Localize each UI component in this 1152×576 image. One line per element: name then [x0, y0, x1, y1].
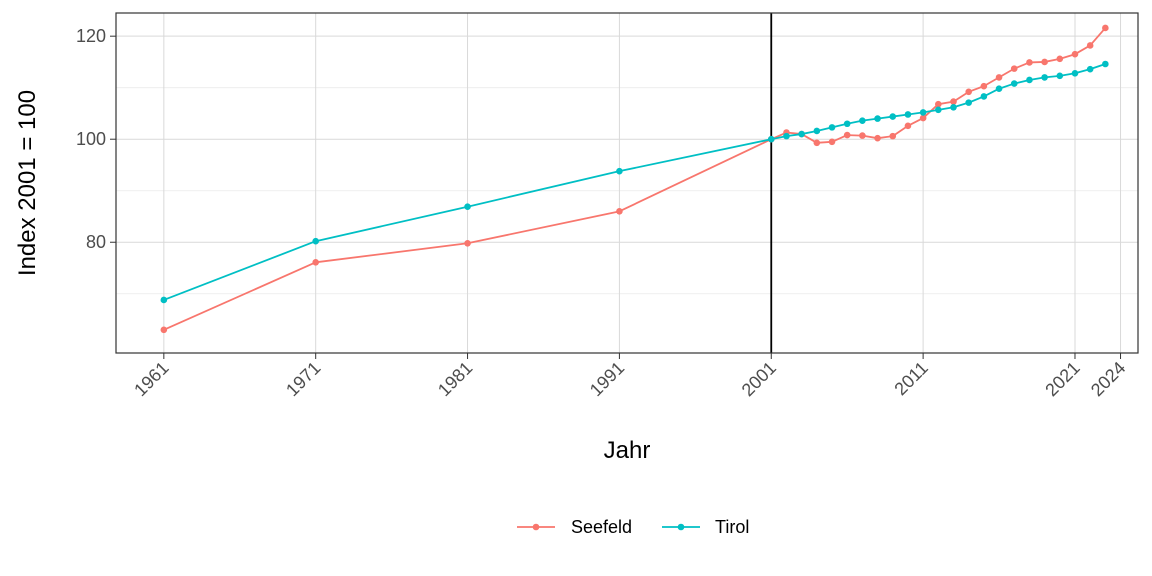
data-point-tirol	[1102, 60, 1109, 68]
data-point-seefeld	[904, 122, 912, 130]
legend-marker	[677, 523, 685, 531]
data-point-tirol	[798, 130, 805, 138]
y-axis: 80 100 120	[76, 26, 116, 252]
y-axis-title: Index 2001 = 100	[14, 90, 41, 276]
data-point-tirol	[464, 203, 471, 210]
data-point-tirol	[874, 115, 881, 122]
data-point-tirol	[965, 99, 972, 106]
grid-lines	[116, 13, 1138, 353]
data-point-tirol	[783, 132, 790, 140]
data-point-tirol	[1041, 74, 1048, 81]
data-point-seefeld	[828, 138, 836, 146]
data-point-seefeld	[935, 100, 942, 108]
legend-label: Seefeld	[571, 517, 632, 537]
data-point-seefeld	[889, 132, 897, 140]
data-point-tirol	[995, 85, 1003, 93]
x-tick-label: 1991	[586, 358, 628, 400]
data-point-seefeld	[616, 208, 623, 215]
data-point-seefeld	[859, 132, 866, 139]
data-point-tirol	[889, 113, 897, 120]
data-point-tirol	[1056, 72, 1064, 80]
data-point-tirol	[813, 127, 821, 135]
legend-item-tirol: Tirol	[662, 517, 749, 537]
data-point-tirol	[1071, 69, 1079, 77]
x-axis: 1961 1971 1981 1991 2001 2011 2021 2024	[130, 353, 1129, 400]
x-axis-title: Jahr	[604, 437, 651, 464]
data-point-seefeld	[919, 114, 927, 122]
data-point-tirol	[1086, 65, 1094, 73]
data-point-tirol	[980, 93, 988, 100]
data-point-seefeld	[160, 326, 168, 334]
data-point-seefeld	[312, 259, 319, 266]
x-tick-label: 2021	[1041, 358, 1083, 400]
data-point-tirol	[160, 296, 168, 304]
data-point-seefeld	[1041, 58, 1048, 66]
x-tick-label: 1961	[130, 358, 172, 400]
legend-marker	[532, 523, 540, 531]
y-tick-label: 80	[86, 232, 106, 252]
plot-panel-border	[115, 12, 1139, 354]
data-point-seefeld	[950, 98, 957, 105]
data-point-seefeld	[464, 239, 471, 247]
data-point-tirol	[919, 109, 927, 116]
data-point-seefeld	[1026, 59, 1033, 66]
y-tick-label: 100	[76, 129, 106, 149]
data-point-tirol	[767, 135, 775, 143]
data-point-seefeld	[1056, 55, 1064, 63]
series-tirol	[160, 60, 1109, 304]
data-point-tirol	[1026, 76, 1033, 84]
data-point-tirol	[950, 103, 957, 111]
data-point-seefeld	[1071, 50, 1079, 58]
data-point-tirol	[904, 111, 912, 118]
legend-label: Tirol	[715, 517, 749, 537]
data-point-seefeld	[995, 74, 1003, 81]
legend-item-seefeld: Seefeld	[517, 517, 632, 537]
series-layer	[160, 24, 1109, 334]
x-tick-label: 1981	[434, 358, 476, 400]
data-point-seefeld	[965, 88, 972, 96]
data-point-tirol	[843, 120, 851, 128]
data-point-seefeld	[813, 139, 821, 147]
x-tick-label: 2024	[1087, 358, 1129, 400]
series-seefeld	[160, 24, 1109, 334]
data-point-tirol	[859, 117, 866, 124]
data-point-tirol	[616, 167, 623, 175]
x-tick-label: 2001	[738, 358, 780, 400]
series-line-tirol	[163, 63, 1106, 301]
data-point-seefeld	[1102, 24, 1109, 32]
data-point-seefeld	[874, 134, 881, 142]
series-line-seefeld	[163, 27, 1107, 331]
data-point-seefeld	[980, 82, 988, 90]
data-point-tirol	[1010, 80, 1018, 87]
data-point-seefeld	[1086, 42, 1094, 49]
x-tick-label: 1971	[282, 358, 324, 400]
x-tick-label: 2011	[890, 358, 932, 400]
legend: Seefeld Tirol	[517, 517, 749, 537]
data-point-tirol	[935, 106, 942, 114]
data-point-seefeld	[843, 131, 851, 139]
y-tick-label: 120	[76, 26, 106, 46]
data-point-tirol	[312, 237, 319, 245]
data-point-tirol	[828, 124, 836, 131]
data-point-seefeld	[1010, 65, 1018, 72]
